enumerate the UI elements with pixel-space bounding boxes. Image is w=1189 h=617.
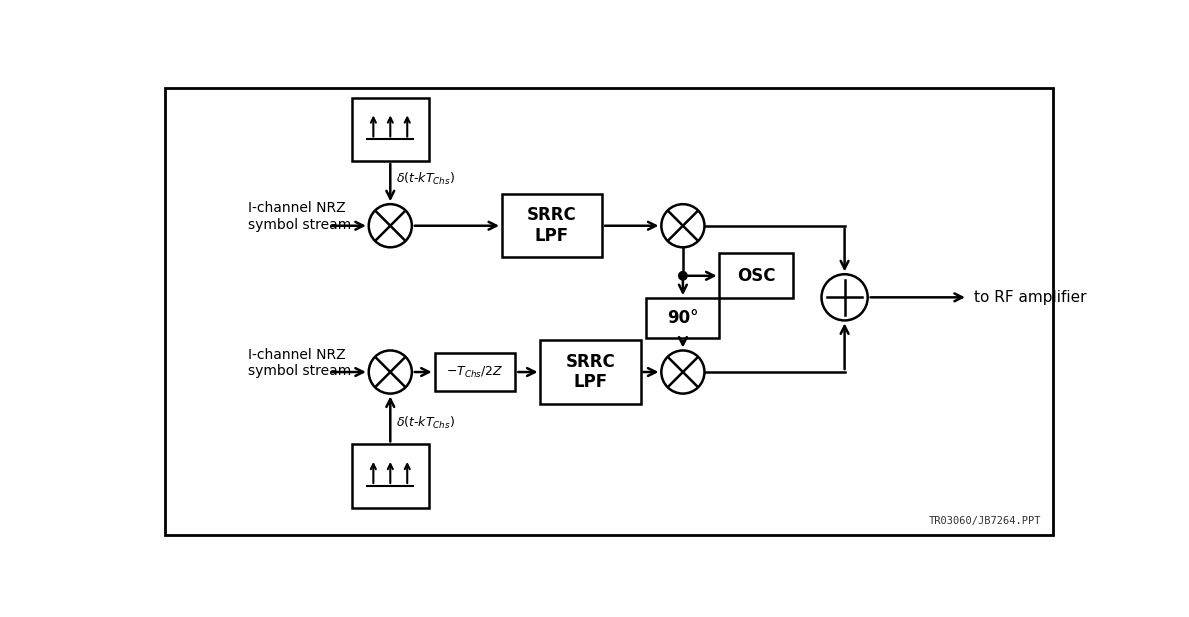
FancyBboxPatch shape: [352, 444, 429, 508]
Text: TR03060/JB7264.PPT: TR03060/JB7264.PPT: [929, 516, 1040, 526]
FancyBboxPatch shape: [434, 353, 515, 391]
FancyBboxPatch shape: [719, 254, 793, 298]
FancyBboxPatch shape: [502, 194, 602, 257]
Circle shape: [369, 350, 411, 394]
Text: $-T_{Chs}/2Z$: $-T_{Chs}/2Z$: [446, 365, 504, 379]
Text: I-channel NRZ
symbol stream: I-channel NRZ symbol stream: [247, 201, 351, 231]
Circle shape: [369, 204, 411, 247]
FancyBboxPatch shape: [647, 298, 719, 338]
Text: $\delta(t$-$kT_{Chs})$: $\delta(t$-$kT_{Chs})$: [396, 171, 455, 187]
FancyBboxPatch shape: [165, 88, 1053, 536]
Text: OSC: OSC: [737, 267, 775, 285]
Circle shape: [822, 274, 868, 320]
FancyBboxPatch shape: [541, 341, 641, 404]
Circle shape: [661, 204, 704, 247]
Text: I-channel NRZ
symbol stream: I-channel NRZ symbol stream: [247, 348, 351, 378]
Text: SRRC
LPF: SRRC LPF: [566, 353, 616, 391]
Text: $\delta(t$-$kT_{Chs})$: $\delta(t$-$kT_{Chs})$: [396, 415, 455, 431]
Text: to RF amplifier: to RF amplifier: [974, 290, 1087, 305]
Text: 90°: 90°: [667, 309, 699, 327]
Circle shape: [679, 271, 687, 280]
Text: SRRC
LPF: SRRC LPF: [527, 206, 577, 245]
FancyBboxPatch shape: [352, 98, 429, 161]
Circle shape: [661, 350, 704, 394]
